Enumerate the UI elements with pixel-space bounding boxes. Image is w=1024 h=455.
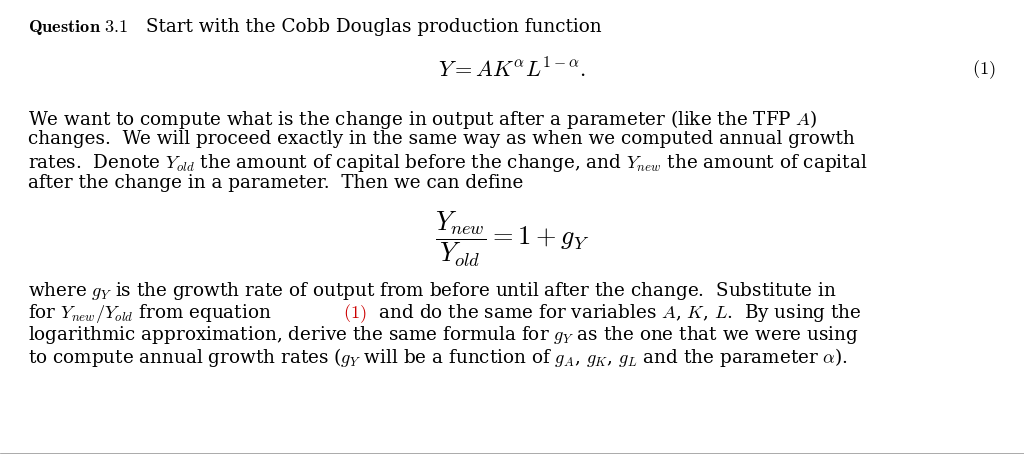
Text: Start with the Cobb Douglas production function: Start with the Cobb Douglas production f… — [146, 18, 602, 36]
Text: $\mathbf{Question\ 3.1}$: $\mathbf{Question\ 3.1}$ — [28, 18, 128, 37]
Text: after the change in a parameter.  Then we can define: after the change in a parameter. Then we… — [28, 174, 523, 192]
Text: and do the same for variables $A$, $K$, $L$.  By using the: and do the same for variables $A$, $K$, … — [374, 302, 862, 324]
Text: $(1)$: $(1)$ — [343, 302, 367, 325]
Text: $\dfrac{Y_{new}}{Y_{old}} = 1 + g_Y$: $\dfrac{Y_{new}}{Y_{old}} = 1 + g_Y$ — [434, 210, 590, 269]
Text: for $Y_{new}/Y_{old}$ from equation: for $Y_{new}/Y_{old}$ from equation — [28, 302, 272, 325]
Text: rates.  Denote $Y_{old}$ the amount of capital before the change, and $Y_{new}$ : rates. Denote $Y_{old}$ the amount of ca… — [28, 152, 867, 174]
Text: $(1)$: $(1)$ — [973, 58, 996, 81]
Text: $Y = AK^{\alpha}L^{1-\alpha}.$: $Y = AK^{\alpha}L^{1-\alpha}.$ — [438, 58, 586, 82]
Text: changes.  We will proceed exactly in the same way as when we computed annual gro: changes. We will proceed exactly in the … — [28, 130, 855, 148]
Text: where $g_Y$ is the growth rate of output from before until after the change.  Su: where $g_Y$ is the growth rate of output… — [28, 280, 837, 302]
Text: logarithmic approximation, derive the same formula for $g_Y$ as the one that we : logarithmic approximation, derive the sa… — [28, 324, 859, 346]
Text: We want to compute what is the change in output after a parameter (like the TFP : We want to compute what is the change in… — [28, 108, 817, 131]
Text: to compute annual growth rates ($g_Y$ will be a function of $g_A$, $g_K$, $g_L$ : to compute annual growth rates ($g_Y$ wi… — [28, 346, 848, 369]
